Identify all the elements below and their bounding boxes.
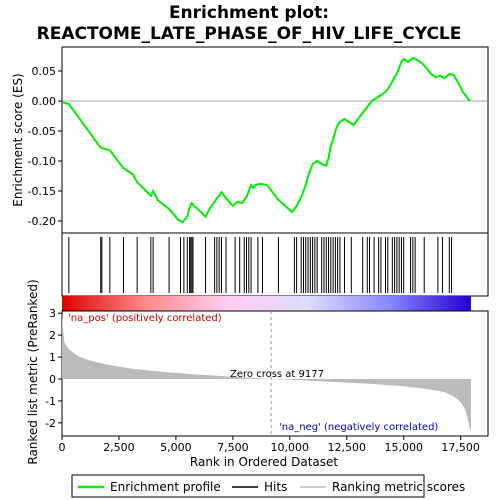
- hits-panel-frame: [61, 232, 489, 297]
- metric-axis-label: Ranked list metric (PreRanked): [26, 279, 40, 464]
- legend-hits-label: Hits: [264, 480, 287, 494]
- legend-metric-label: Ranking metric scores: [332, 480, 465, 494]
- pos-correlated-label: 'na_pos' (positively correlated): [68, 313, 222, 324]
- chart-title-line2: REACTOME_LATE_PHASE_OF_HIV_LIFE_CYCLE: [37, 24, 462, 44]
- es-ytick-label: -0.10: [28, 155, 56, 168]
- es-panel-frame: [61, 46, 489, 234]
- es-axis-label: Enrichment score (ES): [11, 73, 25, 206]
- x-tick-label: 7,500: [217, 441, 249, 454]
- chart-title-line1: Enrichment plot:: [169, 3, 329, 23]
- metric-ytick-label: 1: [49, 351, 56, 364]
- x-axis-label: Rank in Ordered Dataset: [190, 455, 338, 469]
- metric-ytick-label: 0: [49, 373, 56, 386]
- legend-enrichment-label: Enrichment profile: [110, 480, 221, 494]
- x-tick-label: 5,000: [160, 441, 192, 454]
- metric-ytick-label: 3: [49, 307, 56, 320]
- metric-ytick-label: -1: [45, 395, 56, 408]
- zero-cross-label: Zero cross at 9177: [230, 369, 324, 380]
- es-ytick-label: 0.05: [32, 65, 57, 78]
- enrichment-profile-line: [61, 56, 471, 224]
- legend-frame: [71, 474, 425, 498]
- x-tick-label: 10,000: [271, 441, 310, 454]
- x-tick-label: 17,500: [441, 441, 480, 454]
- es-ytick-label: 0.00: [32, 95, 57, 108]
- es-ytick-label: -0.20: [28, 215, 56, 228]
- metric-ytick-label: 2: [49, 329, 56, 342]
- metric-ytick-label: -2: [45, 417, 56, 430]
- legend: Enrichment profile Hits Ranking metric s…: [71, 474, 465, 498]
- x-tick-label: 12,500: [328, 441, 367, 454]
- ranking-metric-area: [62, 315, 471, 434]
- neg-correlated-label: 'na_neg' (negatively correlated): [279, 422, 438, 433]
- es-ytick-label: -0.05: [28, 125, 56, 138]
- x-tick-label: 2,500: [103, 441, 135, 454]
- x-tick-label: 15,000: [384, 441, 423, 454]
- es-ytick-label: -0.15: [28, 185, 56, 198]
- x-tick-label: 0: [59, 441, 66, 454]
- rank-colorbar: [62, 296, 471, 311]
